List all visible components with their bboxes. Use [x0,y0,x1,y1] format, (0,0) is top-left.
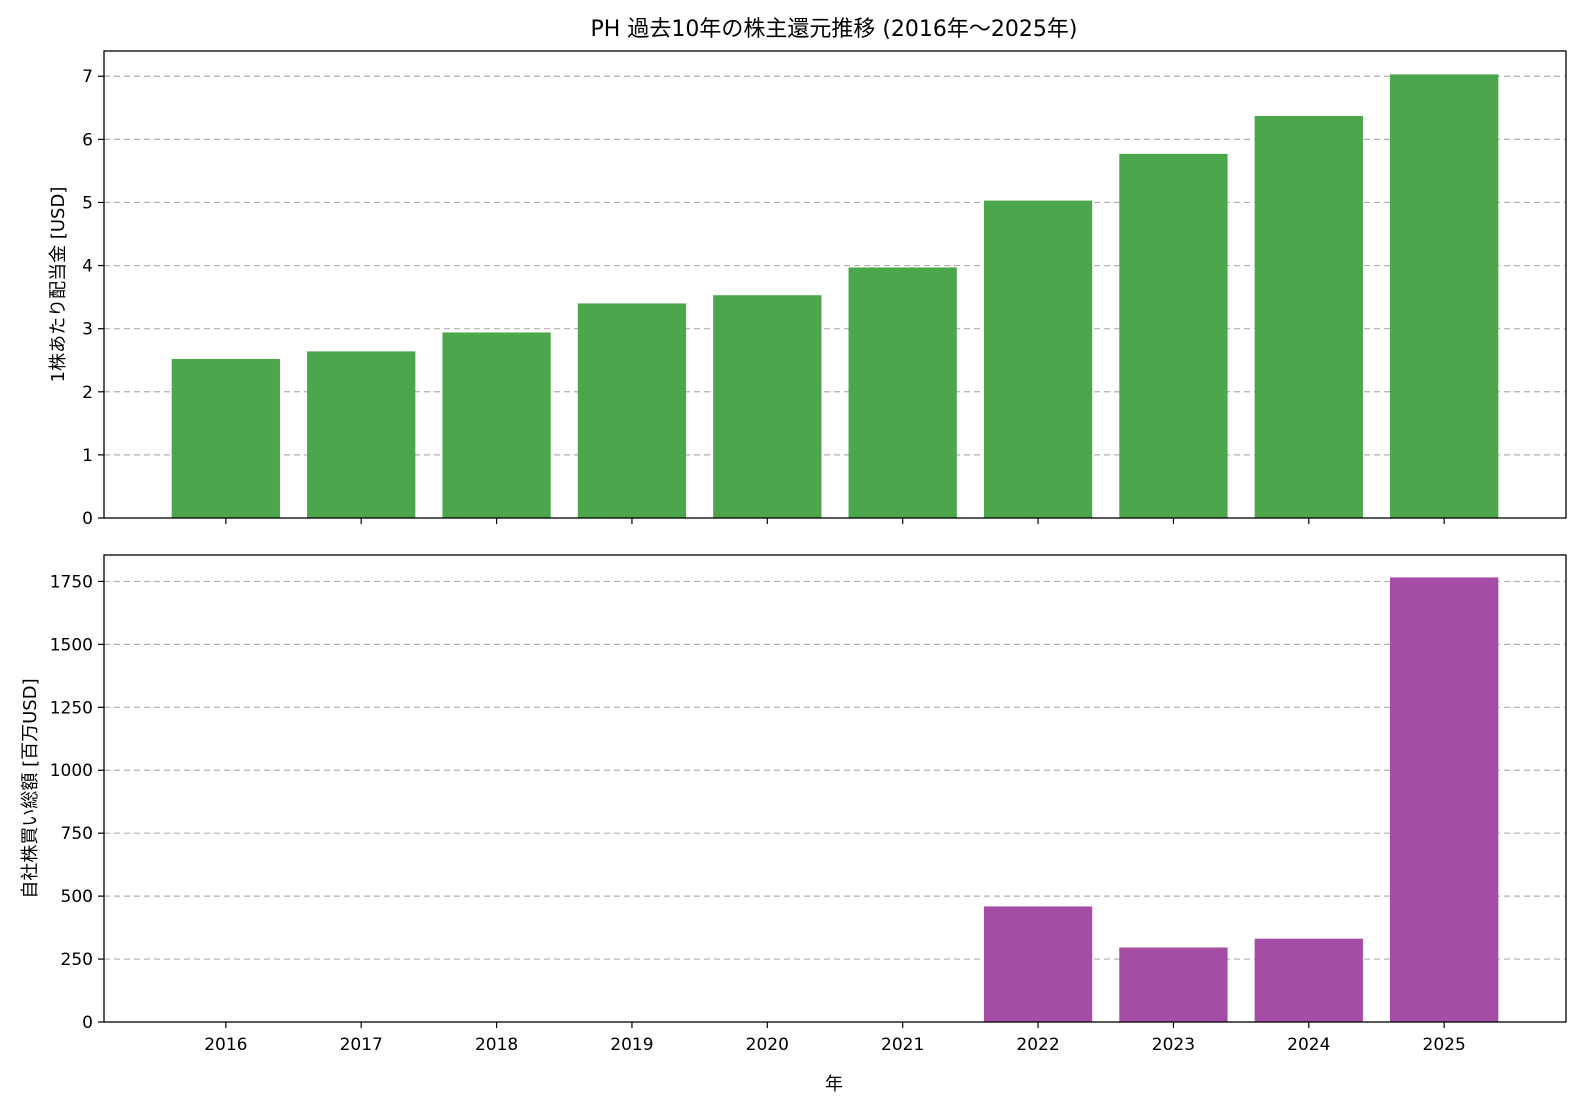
dividend-ytick-label-0: 0 [82,509,93,529]
buyback-panel: 0 250 500 750 1000 1250 1500 1750 2016 2017 2018 20… [20,554,1567,1055]
dividend-ytick-label-5: 5 [82,193,93,213]
dividend-bar-2016 [171,358,280,518]
dividend-panel: 0 1 2 3 4 5 6 7 1株あたり配当金 [USD] [48,50,1567,529]
dividend-ytick-label-1: 1 [82,446,93,466]
buyback-ytick-label-5: 1250 [50,698,93,718]
dividend-bar-2021 [848,267,957,518]
buyback-xtick-label-2020: 2020 [746,1035,789,1055]
dividend-bar-2023 [1119,153,1228,518]
buyback-ytick-label-7: 1750 [50,572,93,592]
buyback-xtick-label-2019: 2019 [610,1035,653,1055]
dividend-bar-2020 [713,295,822,518]
buyback-xtick-label-2021: 2021 [881,1035,924,1055]
dividend-ytick-label-2: 2 [82,383,93,403]
dividend-bar-2025 [1390,74,1499,518]
x-axis-label: 年 [825,1074,843,1095]
dividend-bar-2024 [1254,116,1363,519]
dividend-y-axis-label: 1株あたり配当金 [USD] [48,187,69,383]
dividend-bar-2017 [307,351,416,518]
dividend-bar-2022 [983,200,1093,518]
buyback-xtick-label-2018: 2018 [475,1035,518,1055]
buyback-ytick-label-6: 1500 [50,635,93,655]
buyback-xtick-label-2017: 2017 [340,1035,383,1055]
buyback-xtick-label-2016: 2016 [204,1035,247,1055]
dividend-bar-2019 [577,303,687,518]
buyback-xtick-label-2024: 2024 [1287,1035,1330,1055]
buyback-xtick-label-2022: 2022 [1016,1035,1059,1055]
dividend-ytick-label-4: 4 [82,257,93,277]
dividend-bar-2018 [442,332,551,518]
dividend-ytick-label-7: 7 [82,67,93,87]
buyback-y-axis-label: 自社株買い総額 [百万USD] [20,678,41,898]
buyback-ytick-label-0: 0 [82,1013,93,1033]
dividend-ytick-label-6: 6 [82,130,93,150]
buyback-bar-2025 [1390,577,1499,1022]
buyback-ytick-label-1: 250 [61,950,93,970]
dividend-axes-frame [103,50,1567,519]
buyback-xtick-label-2023: 2023 [1152,1035,1195,1055]
buyback-ytick-label-3: 750 [61,824,93,844]
dividend-ytick-label-3: 3 [82,320,93,340]
buyback-bar-2024 [1254,938,1363,1022]
buyback-bar-2022 [983,906,1093,1022]
buyback-axes-frame [103,554,1567,1023]
buyback-bar-2023 [1119,947,1228,1022]
buyback-ytick-label-4: 1000 [50,761,93,781]
buyback-ytick-label-2: 500 [61,887,93,907]
buyback-xtick-label-2025: 2025 [1423,1035,1466,1055]
chart-title: PH 過去10年の株主還元推移 (2016年〜2025年) [591,17,1078,42]
